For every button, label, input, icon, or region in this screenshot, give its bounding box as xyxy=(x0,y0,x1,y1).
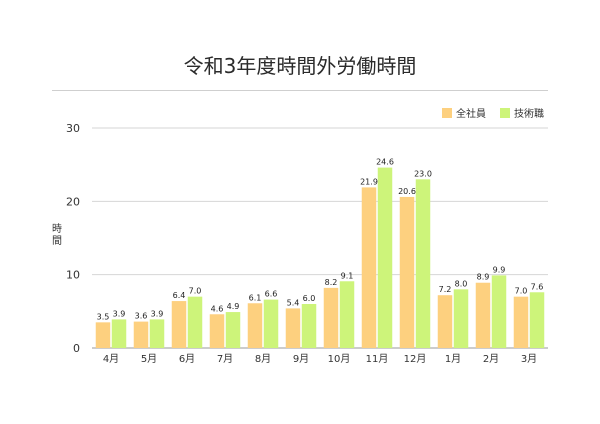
bar-all-employees xyxy=(133,321,149,348)
data-label: 5.4 xyxy=(287,298,300,307)
bar-all-employees xyxy=(399,196,415,348)
legend-label: 全社員 xyxy=(456,107,486,120)
bar-engineers xyxy=(301,304,317,348)
x-tick-label: 4月 xyxy=(103,353,119,365)
bar-engineers xyxy=(263,299,279,348)
data-label: 4.6 xyxy=(211,304,224,313)
bar-all-employees xyxy=(437,295,453,348)
legend-swatch xyxy=(442,108,452,118)
bar-engineers xyxy=(111,319,127,348)
x-tick-label: 9月 xyxy=(293,353,309,365)
data-label: 8.0 xyxy=(455,279,468,288)
data-label: 6.0 xyxy=(303,294,316,303)
data-label: 21.9 xyxy=(360,177,378,186)
bar-engineers xyxy=(529,292,545,348)
bar-all-employees xyxy=(209,314,225,348)
x-tick-label: 2月 xyxy=(483,353,499,365)
bar-all-employees xyxy=(171,301,187,348)
data-label: 6.1 xyxy=(249,293,262,302)
data-label: 20.6 xyxy=(398,187,416,196)
y-tick-label: 0 xyxy=(73,342,80,355)
bar-all-employees xyxy=(285,308,301,348)
data-label: 24.6 xyxy=(376,158,394,167)
title-divider xyxy=(52,90,548,91)
bar-all-employees xyxy=(323,287,339,348)
bar-engineers xyxy=(491,275,507,348)
y-axis-label-char: 間 xyxy=(52,235,62,247)
bar-all-employees xyxy=(361,187,377,348)
data-label: 4.9 xyxy=(227,302,240,311)
y-tick-label: 30 xyxy=(66,122,80,135)
x-tick-label: 6月 xyxy=(179,353,195,365)
bar-engineers xyxy=(149,319,165,348)
data-label: 7.2 xyxy=(439,285,452,294)
y-tick-label: 20 xyxy=(66,195,80,208)
bar-engineers xyxy=(339,281,355,348)
x-tick-label: 12月 xyxy=(404,353,427,365)
bar-all-employees xyxy=(513,296,529,348)
data-label: 7.0 xyxy=(189,287,202,296)
x-tick-label: 3月 xyxy=(521,353,537,365)
bar-engineers xyxy=(187,296,203,348)
bar-all-employees xyxy=(95,322,111,348)
bar-all-employees xyxy=(475,282,491,348)
x-tick-label: 8月 xyxy=(255,353,271,365)
x-tick-label: 10月 xyxy=(328,353,351,365)
data-label: 3.6 xyxy=(135,312,148,321)
data-label: 7.6 xyxy=(531,282,544,291)
chart-title: 令和3年度時間外労働時間 xyxy=(183,54,417,78)
x-tick-label: 11月 xyxy=(366,353,389,365)
data-label: 23.0 xyxy=(414,169,432,178)
data-label: 6.6 xyxy=(265,290,278,299)
data-label: 3.5 xyxy=(97,312,110,321)
bar-engineers xyxy=(415,179,431,348)
bar-engineers xyxy=(453,289,469,348)
x-tick-label: 5月 xyxy=(141,353,157,365)
data-label: 6.4 xyxy=(173,291,186,300)
y-tick-label: 10 xyxy=(66,269,80,282)
x-tick-label: 7月 xyxy=(217,353,233,365)
data-label: 8.9 xyxy=(477,273,490,282)
data-label: 8.2 xyxy=(325,278,338,287)
data-label: 3.9 xyxy=(151,309,164,318)
bar-engineers xyxy=(377,167,393,348)
y-axis-label-char: 時 xyxy=(52,223,62,235)
x-tick-label: 1月 xyxy=(445,353,461,365)
data-label: 7.0 xyxy=(515,287,528,296)
bar-all-employees xyxy=(247,303,263,348)
bar-engineers xyxy=(225,312,241,348)
data-label: 3.9 xyxy=(113,309,126,318)
data-label: 9.1 xyxy=(341,271,354,280)
legend-swatch xyxy=(500,108,510,118)
legend-label: 技術職 xyxy=(514,107,544,120)
data-label: 9.9 xyxy=(493,265,506,274)
